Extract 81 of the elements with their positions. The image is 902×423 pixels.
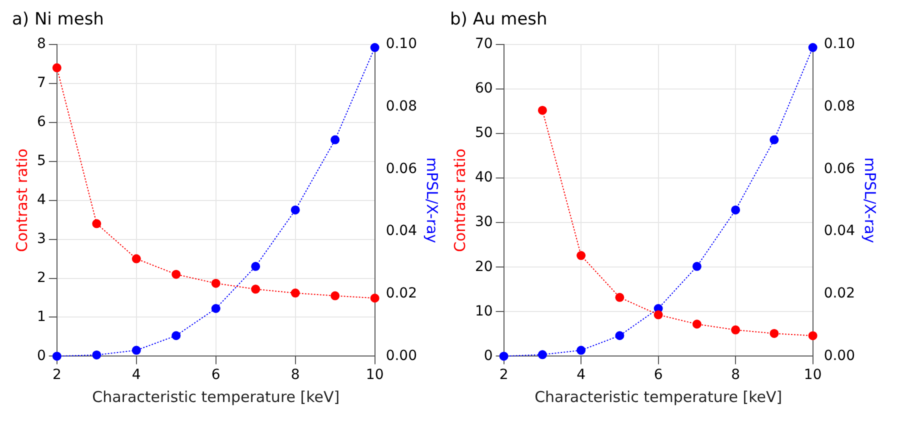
point <box>211 304 220 313</box>
y2-tick-label: 0.04 <box>386 223 418 240</box>
y-tick-label: 7 <box>36 75 46 92</box>
chart-title: b) Au mesh <box>450 10 548 30</box>
y-tick-label: 4 <box>36 192 46 208</box>
point <box>172 331 181 340</box>
y2-tick-label: 0.08 <box>824 98 855 114</box>
point <box>330 135 340 144</box>
y-tick-label: 0 <box>36 348 46 364</box>
x-tick-label: 6 <box>654 367 663 384</box>
y-axis-title: Contrast ratio <box>12 148 31 252</box>
point <box>615 292 624 302</box>
point <box>330 291 340 300</box>
y2-tick-label: 0.10 <box>824 36 855 52</box>
y-tick-label: 70 <box>474 36 493 52</box>
y-tick-label: 50 <box>474 125 493 142</box>
y-tick-label: 60 <box>474 80 493 97</box>
point <box>615 331 624 340</box>
x-tick-label: 2 <box>52 367 62 384</box>
point <box>808 43 818 52</box>
point <box>92 219 102 228</box>
point <box>692 320 702 329</box>
point <box>731 205 740 214</box>
point <box>290 205 300 214</box>
x-tick-label: 10 <box>804 367 822 384</box>
point <box>370 294 380 303</box>
point <box>770 135 779 144</box>
point <box>808 331 818 340</box>
y-axis-title: Contrast ratio <box>450 148 469 252</box>
y2-tick-label: 0.08 <box>386 98 417 114</box>
y-tick-label: 20 <box>474 258 493 275</box>
y2-tick-label: 0.00 <box>824 348 855 364</box>
y2-tick-label: 0.00 <box>386 348 417 364</box>
point <box>576 251 586 260</box>
chart-title: a) Ni mesh <box>12 10 104 30</box>
point <box>692 262 702 271</box>
y-tick-label: 40 <box>474 170 493 186</box>
y2-tick-label: 0.02 <box>386 285 417 302</box>
point <box>538 350 547 360</box>
point <box>251 284 260 294</box>
point <box>290 288 300 298</box>
point <box>370 43 380 52</box>
y-tick-label: 6 <box>36 114 46 130</box>
point <box>172 270 181 279</box>
point <box>654 310 663 320</box>
point <box>132 254 141 264</box>
y2-tick-label: 0.10 <box>386 36 417 52</box>
y-tick-label: 30 <box>474 214 493 230</box>
x-tick-label: 4 <box>576 367 586 384</box>
x-tick-label: 6 <box>211 367 220 384</box>
point <box>52 63 62 72</box>
point <box>499 352 508 361</box>
x-tick-label: 8 <box>290 367 300 384</box>
y2-tick-label: 0.06 <box>386 160 418 177</box>
y-tick-label: 3 <box>36 230 46 247</box>
y2-tick-label: 0.06 <box>824 160 856 177</box>
y-tick-label: 0 <box>484 348 493 364</box>
point <box>132 346 141 355</box>
x-axis-title: Characteristic temperature [keV] <box>534 388 782 406</box>
y-tick-label: 8 <box>36 36 46 52</box>
y2-axis-title: mPSL/X-ray <box>861 157 880 244</box>
x-tick-label: 10 <box>366 367 384 384</box>
y2-axis-title: mPSL/X-ray <box>423 157 442 244</box>
point <box>92 350 102 360</box>
x-tick-label: 4 <box>132 367 141 384</box>
x-tick-label: 2 <box>499 367 508 384</box>
point <box>52 352 62 361</box>
y-tick-label: 10 <box>474 303 493 320</box>
y-tick-label: 5 <box>36 152 46 169</box>
x-axis-title: Characteristic temperature [keV] <box>92 388 340 406</box>
point <box>211 278 220 288</box>
y2-tick-label: 0.04 <box>824 223 856 240</box>
x-tick-label: 8 <box>731 367 740 384</box>
point <box>251 262 260 271</box>
point <box>731 325 740 334</box>
y-tick-label: 1 <box>36 308 46 325</box>
y2-tick-label: 0.02 <box>824 285 855 302</box>
point <box>770 328 779 338</box>
point <box>538 106 547 115</box>
y-tick-label: 2 <box>36 270 46 286</box>
point <box>576 346 586 355</box>
